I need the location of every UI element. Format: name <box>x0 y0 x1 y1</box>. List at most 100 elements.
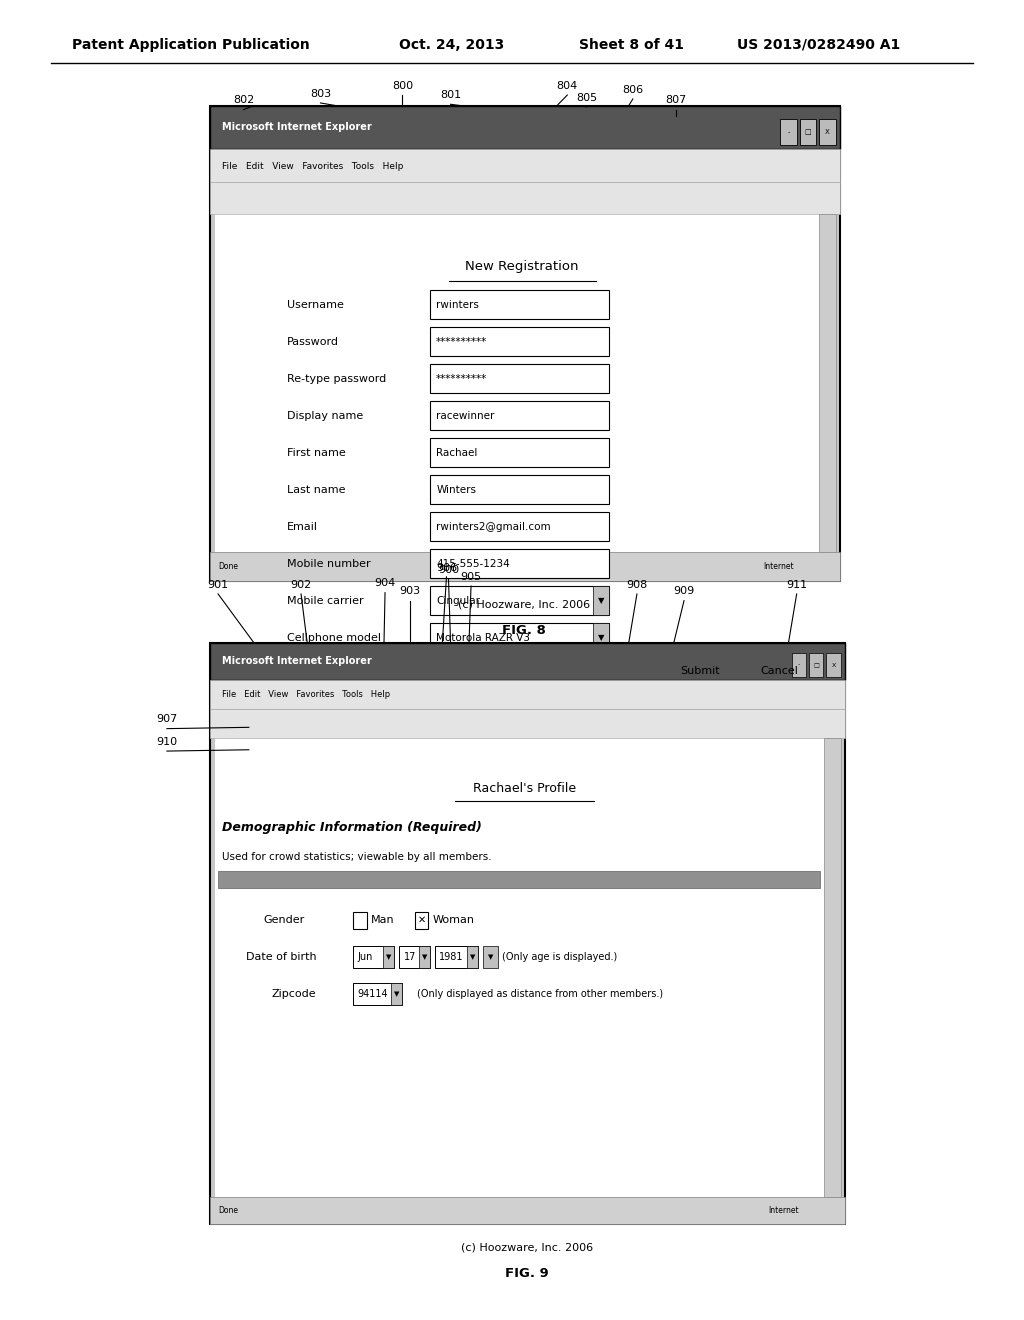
Text: Submit: Submit <box>680 667 720 676</box>
Text: Date of birth: Date of birth <box>246 952 316 962</box>
Bar <box>415 912 428 929</box>
Text: 906: 906 <box>436 562 457 573</box>
Bar <box>210 709 845 738</box>
Text: ✕: ✕ <box>418 915 425 925</box>
Text: (Only displayed as distance from other members.): (Only displayed as distance from other m… <box>417 989 663 999</box>
Text: 902: 902 <box>291 579 311 590</box>
Bar <box>210 643 845 680</box>
Text: Display name: Display name <box>287 411 362 421</box>
Bar <box>824 738 841 1197</box>
Text: Winters: Winters <box>436 484 476 495</box>
Bar <box>430 549 609 578</box>
Text: Cancel: Cancel <box>761 667 799 676</box>
Text: Rachael: Rachael <box>436 447 477 458</box>
Text: Motorola RAZR V3: Motorola RAZR V3 <box>436 632 530 643</box>
Text: **********: ********** <box>436 374 487 384</box>
Text: ▼: ▼ <box>394 991 399 997</box>
Text: X: X <box>825 129 829 135</box>
Text: Microsoft Internet Explorer: Microsoft Internet Explorer <box>222 123 372 132</box>
Bar <box>745 656 814 686</box>
Bar <box>792 653 806 677</box>
Bar <box>214 738 841 1197</box>
Text: Used for crowd statistics; viewable by all members.: Used for crowd statistics; viewable by a… <box>222 851 492 862</box>
Bar <box>210 1197 845 1224</box>
Bar <box>430 401 609 430</box>
Text: 908: 908 <box>627 579 647 590</box>
Text: 803: 803 <box>310 88 331 99</box>
Bar <box>399 946 430 968</box>
Text: **********: ********** <box>436 337 487 347</box>
Text: 907: 907 <box>157 714 177 725</box>
Text: Email: Email <box>287 521 317 532</box>
Text: Internet: Internet <box>768 1206 799 1214</box>
Text: 904: 904 <box>375 578 395 589</box>
Text: Done: Done <box>218 1206 239 1214</box>
Text: Mobile carrier: Mobile carrier <box>287 595 364 606</box>
Text: ▼: ▼ <box>470 954 475 960</box>
Bar <box>419 946 430 968</box>
Bar <box>483 946 498 968</box>
Text: ▼: ▼ <box>598 634 604 642</box>
Text: 804: 804 <box>557 81 578 91</box>
Bar <box>210 552 840 581</box>
Bar <box>593 586 609 615</box>
Text: racewinner: racewinner <box>436 411 495 421</box>
Text: 900: 900 <box>438 565 459 576</box>
Text: X: X <box>831 663 836 668</box>
Bar <box>666 656 734 686</box>
Bar <box>467 946 478 968</box>
Text: Woman: Woman <box>432 915 474 925</box>
Bar <box>210 182 840 214</box>
Bar <box>353 912 367 929</box>
Bar <box>819 119 836 145</box>
Text: rwinters: rwinters <box>436 300 479 310</box>
Bar <box>435 946 478 968</box>
Text: 807: 807 <box>666 95 686 106</box>
Text: Microsoft Internet Explorer: Microsoft Internet Explorer <box>222 656 372 667</box>
Text: Re-type password: Re-type password <box>287 374 386 384</box>
Bar <box>819 214 836 552</box>
Bar <box>214 214 836 552</box>
Text: Mobile number: Mobile number <box>287 558 371 569</box>
Text: 17: 17 <box>403 952 416 962</box>
Bar <box>826 653 841 677</box>
Bar <box>593 623 609 652</box>
Text: □: □ <box>813 663 819 668</box>
Text: First name: First name <box>287 447 345 458</box>
Text: ▼: ▼ <box>487 954 494 960</box>
Text: Demographic Information (Required): Demographic Information (Required) <box>222 821 482 834</box>
Text: Oct. 24, 2013: Oct. 24, 2013 <box>399 38 505 51</box>
Text: 910: 910 <box>157 737 177 747</box>
Bar <box>430 327 609 356</box>
Text: ▼: ▼ <box>386 954 391 960</box>
Text: Cellphone model: Cellphone model <box>287 632 381 643</box>
Bar <box>809 653 823 677</box>
Text: Internet: Internet <box>763 562 794 570</box>
Text: 805: 805 <box>577 92 597 103</box>
Text: 801: 801 <box>440 90 461 100</box>
Text: Last name: Last name <box>287 484 345 495</box>
Text: -: - <box>798 663 800 668</box>
Text: Man: Man <box>371 915 394 925</box>
Bar <box>430 290 609 319</box>
Bar <box>430 475 609 504</box>
Text: 1981: 1981 <box>439 952 464 962</box>
Text: New Registration: New Registration <box>466 260 579 273</box>
Text: US 2013/0282490 A1: US 2013/0282490 A1 <box>737 38 900 51</box>
Text: 802: 802 <box>233 95 254 106</box>
Text: Jun: Jun <box>357 952 373 962</box>
Text: 901: 901 <box>208 579 228 590</box>
Bar <box>210 106 840 149</box>
Text: Rachael's Profile: Rachael's Profile <box>473 781 575 795</box>
Text: Sheet 8 of 41: Sheet 8 of 41 <box>579 38 684 51</box>
Bar <box>210 643 845 1224</box>
Text: (c) Hoozware, Inc. 2006: (c) Hoozware, Inc. 2006 <box>458 599 591 610</box>
Bar <box>430 438 609 467</box>
Text: 905: 905 <box>461 572 481 582</box>
Text: 903: 903 <box>399 586 420 597</box>
Text: Done: Done <box>218 562 239 570</box>
Text: FIG. 8: FIG. 8 <box>503 624 546 638</box>
Bar <box>210 106 840 581</box>
Bar <box>383 946 394 968</box>
Text: Patent Application Publication: Patent Application Publication <box>72 38 309 51</box>
